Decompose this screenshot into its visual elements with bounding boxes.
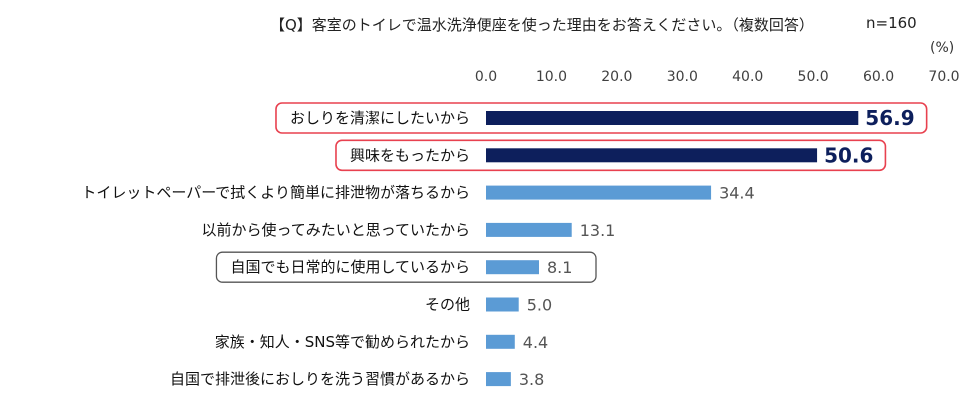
bar [486, 260, 539, 275]
category-label: その他 [425, 296, 470, 314]
bar [486, 148, 818, 163]
bar [486, 334, 515, 349]
value-label: 50.6 [824, 143, 873, 167]
value-label: 13.1 [580, 221, 616, 240]
bar [486, 372, 511, 387]
x-tick-label: 60.0 [863, 69, 894, 85]
value-label: 34.4 [719, 184, 755, 203]
highlight-frame-gray [215, 251, 597, 283]
x-tick-label: 10.0 [536, 69, 567, 85]
sample-size: n=160 [866, 14, 917, 32]
x-tick-label: 50.0 [798, 69, 829, 85]
value-label: 4.4 [523, 333, 548, 352]
x-tick-label: 0.0 [475, 69, 497, 85]
category-label: 家族・知人・SNS等で勧められたから [215, 333, 470, 351]
category-label: おしりを清潔にしたいから [290, 109, 470, 127]
x-tick-label: 40.0 [732, 69, 763, 85]
x-tick-label: 30.0 [667, 69, 698, 85]
bar [486, 111, 859, 125]
bar [486, 185, 712, 200]
highlight-frame-red [335, 139, 887, 172]
category-label: トイレットペーパーで拭くより簡単に排泄物が落ちるから [81, 184, 470, 202]
value-label: 8.1 [547, 258, 572, 277]
value-label: 5.0 [527, 296, 552, 315]
category-label: 以前から使ってみたいと思っていたから [201, 221, 470, 239]
highlight-frame-red [275, 102, 928, 134]
axis-unit: (%) [930, 40, 955, 56]
value-label: 56.9 [865, 106, 914, 130]
bar [486, 222, 572, 237]
bar [486, 297, 519, 312]
category-label: 自国でも日常的に使用しているから [230, 258, 470, 276]
x-tick-label: 20.0 [601, 69, 632, 85]
x-tick-label: 70.0 [928, 69, 959, 85]
category-label: 自国で排泄後におしりを洗う習慣があるから [170, 370, 470, 388]
category-label: 興味をもったから [350, 146, 470, 164]
value-label: 3.8 [519, 370, 544, 389]
chart-title: 【Q】客室のトイレで温水洗浄便座を使った理由をお答えください。（複数回答） [270, 16, 814, 34]
